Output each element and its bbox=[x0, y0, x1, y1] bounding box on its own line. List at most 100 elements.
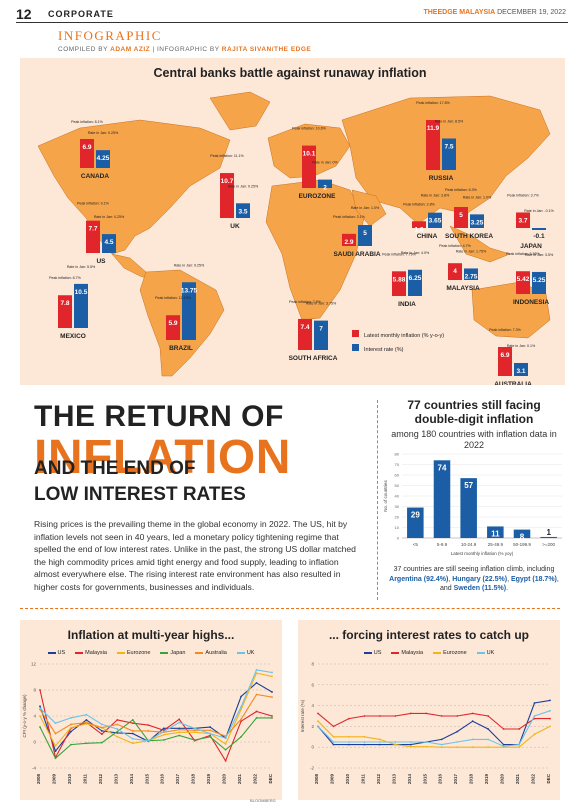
country-label-australia: AUSTRALIA bbox=[494, 381, 532, 385]
point-malaysia bbox=[471, 712, 474, 715]
point-eurozone bbox=[162, 733, 165, 736]
point-malaysia bbox=[131, 722, 134, 725]
x-tick-label: 2016 bbox=[160, 774, 165, 785]
legend-swatch bbox=[433, 651, 442, 654]
bar-inflation-brazil bbox=[166, 315, 180, 340]
inflation-panel: Inflation at multi-year highs... US Malay… bbox=[20, 620, 282, 800]
point-uk bbox=[100, 723, 103, 726]
legend-label: US bbox=[57, 650, 66, 656]
point-us bbox=[471, 720, 474, 723]
point-malaysia bbox=[100, 733, 103, 736]
point-eurozone bbox=[348, 735, 350, 738]
point-uk bbox=[271, 671, 273, 674]
note-prefix: 37 countries are still seeing inflation … bbox=[393, 566, 555, 573]
point-us bbox=[348, 743, 350, 746]
value-rate-south-africa: 7 bbox=[319, 326, 323, 333]
x-tick-label: 2008 bbox=[36, 774, 41, 785]
point-japan bbox=[178, 734, 181, 737]
country-label-eurozone: EUROZONE bbox=[299, 193, 337, 200]
rate-label-south-africa: Rate in Jan: 3.75% bbox=[306, 302, 337, 306]
bar-25-49-9 bbox=[487, 526, 504, 538]
note-country-1: Hungary bbox=[452, 575, 481, 583]
bar-value-label: 29 bbox=[411, 511, 420, 520]
x-tick-label: 2011 bbox=[82, 774, 87, 784]
bar-inflation-indonesia bbox=[516, 271, 530, 294]
point-malaysia bbox=[394, 715, 397, 717]
country-label-russia: RUSSIA bbox=[429, 175, 454, 182]
legend-label: UK bbox=[486, 650, 495, 656]
country-label-us: US bbox=[96, 258, 106, 265]
y-tick-label: 8 bbox=[311, 662, 314, 667]
x-tick-label: 2008 bbox=[314, 774, 319, 785]
country-label-canada: CANADA bbox=[81, 173, 109, 180]
point-uk bbox=[85, 713, 88, 716]
value-inflation-russia: 11.9 bbox=[427, 125, 440, 132]
rates-legend: US Malaysia Eurozone UK bbox=[298, 650, 560, 656]
issue-date: DECEMBER 19, 2022 bbox=[497, 9, 566, 16]
country-label-malaysia: MALAYSIA bbox=[446, 285, 480, 292]
x-tick-label: >=200 bbox=[542, 542, 555, 547]
line-uk bbox=[39, 669, 273, 742]
bar-rate-south-africa bbox=[314, 320, 328, 350]
point-uk bbox=[394, 741, 397, 743]
legend-label: Eurozone bbox=[443, 650, 467, 656]
value-rate-japan: -0.1 bbox=[533, 233, 545, 240]
point-us bbox=[533, 702, 536, 704]
point-uk bbox=[147, 739, 150, 742]
value-inflation-india: 5.88 bbox=[393, 276, 406, 283]
point-malaysia bbox=[39, 689, 41, 691]
point-japan bbox=[85, 742, 88, 745]
africa bbox=[265, 179, 365, 321]
y-tick-label: 4 bbox=[311, 703, 314, 708]
country-label-india: INDIA bbox=[398, 301, 416, 308]
value-inflation-brazil: 5.9 bbox=[168, 320, 177, 327]
masthead: THEEDGE MALAYSIA DECEMBER 19, 2022 bbox=[423, 9, 566, 16]
section-divider bbox=[20, 608, 560, 609]
point-japan bbox=[162, 739, 165, 741]
point-uk bbox=[178, 721, 181, 724]
point-eurozone bbox=[70, 726, 72, 729]
x-tick-label: <5 bbox=[413, 542, 419, 547]
legend-swatch bbox=[160, 651, 169, 654]
rate-label-south-korea: Rate in Jan: 1.0% bbox=[463, 195, 492, 199]
peak-label-brazil: Peak inflation: 12.13% bbox=[155, 296, 192, 300]
point-us bbox=[70, 730, 72, 733]
note-value-1: (22.5%) bbox=[482, 575, 508, 583]
point-australia bbox=[178, 728, 181, 731]
line-uk bbox=[317, 710, 551, 747]
point-uk bbox=[549, 709, 551, 712]
point-us bbox=[240, 695, 242, 698]
line-eurozone bbox=[317, 720, 551, 748]
point-uk bbox=[116, 728, 119, 730]
map-bar-chart: 6.9 4.25 Peak inflation: 8.1% Rate in Jan: … bbox=[49, 101, 554, 385]
point-us bbox=[255, 681, 258, 684]
bar-rate-australia bbox=[514, 362, 528, 376]
x-tick-label: 2020 bbox=[500, 774, 505, 785]
x-tick-label: 2011 bbox=[360, 774, 365, 784]
value-inflation-south-africa: 7.4 bbox=[300, 324, 309, 331]
y-axis-label: CPI (y-o-y % change) bbox=[22, 694, 27, 738]
x-tick-label: 2014 bbox=[129, 774, 134, 785]
y-tick-label: 20 bbox=[395, 515, 400, 520]
bar-inflation-saudi-arabia bbox=[342, 233, 356, 246]
legend-item-eurozone: Eurozone bbox=[116, 650, 150, 656]
point-australia bbox=[54, 732, 57, 735]
value-inflation-canada: 6.9 bbox=[82, 144, 91, 151]
value-inflation-australia: 6.9 bbox=[500, 352, 509, 359]
point-australia bbox=[147, 730, 150, 732]
value-rate-indonesia: 5.25 bbox=[533, 277, 546, 284]
point-eurozone bbox=[54, 745, 57, 747]
point-eurozone bbox=[85, 722, 88, 725]
point-malaysia bbox=[271, 715, 273, 717]
x-tick-label: 2013 bbox=[391, 774, 396, 785]
headline-line2: INFLATION bbox=[34, 431, 291, 484]
value-inflation-us: 7.7 bbox=[88, 226, 97, 233]
point-malaysia bbox=[409, 712, 412, 715]
value-rate-saudi-arabia: 5 bbox=[363, 230, 367, 237]
note-value-3: (11.5%) bbox=[481, 585, 507, 592]
point-uk bbox=[193, 727, 196, 730]
point-us bbox=[85, 719, 88, 721]
point-us bbox=[502, 743, 505, 746]
countries-chart-subtitle: among 180 countries with inflation data … bbox=[391, 429, 557, 450]
y-tick-label: 4 bbox=[33, 714, 36, 719]
